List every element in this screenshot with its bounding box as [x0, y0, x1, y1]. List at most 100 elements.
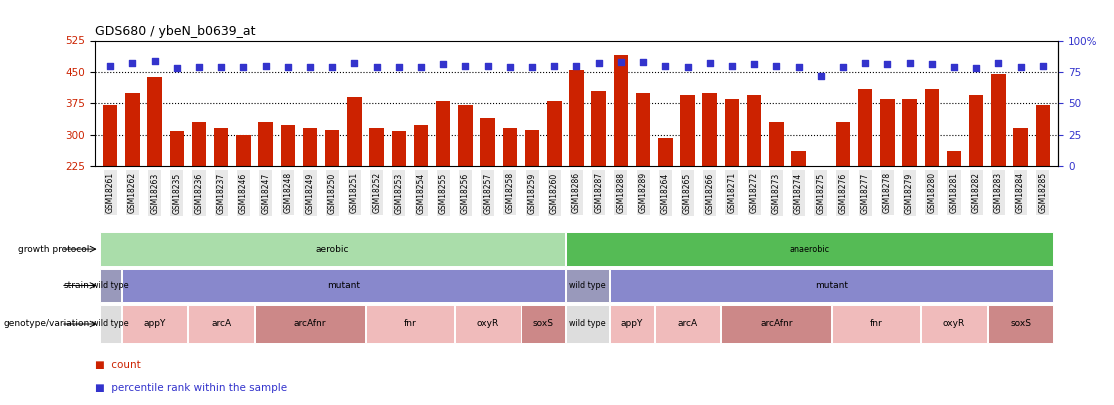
- Text: wild type: wild type: [92, 320, 128, 328]
- Point: [168, 65, 186, 71]
- Point: [412, 64, 430, 70]
- Point: [967, 65, 985, 71]
- Point: [922, 61, 940, 68]
- Bar: [258, 122, 273, 166]
- Bar: [614, 55, 628, 166]
- Text: arcA: arcA: [212, 320, 232, 328]
- Point: [790, 64, 808, 70]
- Point: [457, 62, 475, 69]
- Point: [678, 64, 696, 70]
- Bar: [703, 93, 717, 166]
- Text: growth protocol: growth protocol: [19, 245, 90, 254]
- Text: arcA: arcA: [677, 320, 697, 328]
- Point: [434, 61, 452, 68]
- Text: aerobic: aerobic: [315, 245, 349, 254]
- Bar: [836, 122, 850, 166]
- Bar: [414, 125, 428, 166]
- Bar: [525, 130, 539, 166]
- Bar: [858, 89, 872, 166]
- Bar: [655, 305, 721, 343]
- Text: soxS: soxS: [532, 320, 554, 328]
- Point: [879, 61, 897, 68]
- Point: [768, 62, 785, 69]
- Bar: [721, 305, 831, 343]
- Text: oxyR: oxyR: [477, 320, 499, 328]
- Bar: [214, 128, 228, 166]
- Bar: [236, 134, 251, 166]
- Text: mutant: mutant: [326, 281, 360, 290]
- Text: mutant: mutant: [815, 281, 849, 290]
- Bar: [592, 91, 606, 166]
- Point: [701, 60, 719, 66]
- Point: [612, 59, 629, 65]
- Point: [101, 62, 119, 69]
- Bar: [99, 269, 121, 302]
- Bar: [725, 99, 739, 166]
- Bar: [392, 131, 407, 166]
- Bar: [813, 166, 828, 168]
- Bar: [569, 70, 584, 166]
- Bar: [988, 305, 1054, 343]
- Bar: [455, 305, 520, 343]
- Text: wild type: wild type: [569, 281, 606, 290]
- Bar: [921, 305, 987, 343]
- Bar: [769, 122, 783, 166]
- Bar: [681, 95, 695, 166]
- Bar: [610, 305, 654, 343]
- Bar: [188, 305, 254, 343]
- Point: [390, 64, 408, 70]
- Point: [190, 64, 208, 70]
- Bar: [502, 128, 517, 166]
- Point: [235, 64, 253, 70]
- Point: [278, 64, 296, 70]
- Text: GDS680 / ybeN_b0639_at: GDS680 / ybeN_b0639_at: [95, 25, 255, 38]
- Point: [124, 60, 141, 66]
- Bar: [547, 101, 561, 166]
- Bar: [458, 105, 472, 166]
- Point: [857, 60, 874, 66]
- Text: appY: appY: [144, 320, 166, 328]
- Text: wild type: wild type: [92, 281, 128, 290]
- Bar: [121, 269, 565, 302]
- Bar: [99, 232, 565, 266]
- Point: [812, 72, 830, 79]
- Bar: [303, 128, 317, 166]
- Bar: [436, 101, 450, 166]
- Text: ■  percentile rank within the sample: ■ percentile rank within the sample: [95, 383, 286, 393]
- Bar: [1014, 128, 1028, 166]
- Bar: [636, 93, 651, 166]
- Bar: [566, 305, 609, 343]
- Bar: [99, 305, 121, 343]
- Point: [945, 64, 962, 70]
- Point: [567, 62, 586, 69]
- Text: fnr: fnr: [403, 320, 417, 328]
- Bar: [521, 305, 565, 343]
- Bar: [1036, 105, 1051, 166]
- Text: genotype/variation: genotype/variation: [3, 320, 90, 328]
- Point: [656, 62, 674, 69]
- Text: anaerobic: anaerobic: [790, 245, 830, 254]
- Bar: [991, 74, 1006, 166]
- Point: [989, 60, 1007, 66]
- Bar: [746, 95, 761, 166]
- Bar: [125, 93, 139, 166]
- Text: arcAfnr: arcAfnr: [294, 320, 326, 328]
- Bar: [925, 89, 939, 166]
- Point: [1012, 64, 1029, 70]
- Bar: [969, 95, 984, 166]
- Point: [745, 61, 763, 68]
- Bar: [325, 130, 340, 166]
- Bar: [367, 305, 453, 343]
- Bar: [791, 151, 805, 166]
- Point: [479, 62, 497, 69]
- Bar: [255, 305, 365, 343]
- Point: [345, 60, 363, 66]
- Point: [546, 62, 564, 69]
- Bar: [370, 128, 384, 166]
- Point: [146, 58, 164, 64]
- Point: [589, 60, 607, 66]
- Point: [256, 62, 274, 69]
- Point: [301, 64, 319, 70]
- Point: [834, 64, 852, 70]
- Text: fnr: fnr: [870, 320, 882, 328]
